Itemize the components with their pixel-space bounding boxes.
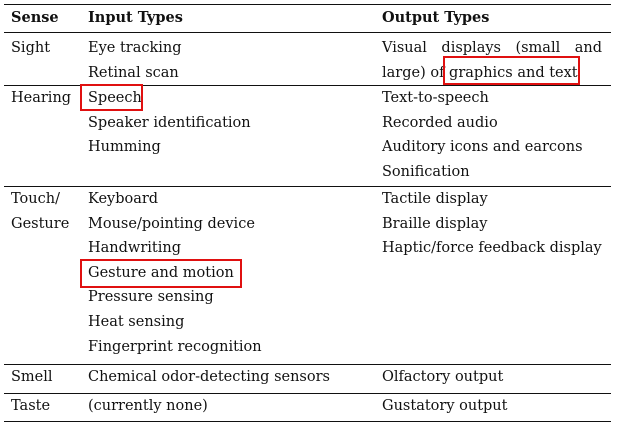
- output-item: Text-to-speech: [382, 90, 489, 106]
- input-item: Gesture and motion: [88, 264, 234, 281]
- input-item: Humming: [88, 139, 161, 156]
- header-input: Input Types: [88, 9, 183, 26]
- row-rule-2: [4, 186, 611, 187]
- input-item: Eye tracking: [88, 40, 182, 56]
- sense-label: Smell: [11, 369, 53, 385]
- row-rule-1: [4, 85, 611, 86]
- output-item: Tactile display: [382, 191, 488, 207]
- sense-label: Sight: [11, 40, 51, 56]
- sense-label: Touch/: [11, 191, 60, 207]
- top-rule: [4, 4, 611, 6]
- input-item: (currently none): [88, 398, 208, 414]
- input-item: Chemical odor-detecting sensors: [88, 369, 330, 385]
- output-item: Visual displays (small and: [382, 40, 602, 56]
- input-item: Mouse/pointing device: [88, 215, 255, 232]
- header-output: Output Types: [382, 9, 490, 26]
- output-item: Braille display: [382, 215, 488, 232]
- row-rule-4: [4, 393, 611, 394]
- header-rule: [4, 32, 611, 33]
- output-item: Sonification: [382, 163, 470, 180]
- output-item: Gustatory output: [382, 398, 508, 414]
- output-item: Haptic/force feedback display: [382, 240, 602, 257]
- output-item: Recorded audio: [382, 114, 498, 131]
- input-item: Speech: [88, 90, 142, 106]
- sense-label: Gesture: [11, 215, 70, 232]
- sense-label: Taste: [11, 398, 51, 414]
- input-item: Handwriting: [88, 240, 181, 257]
- header-sense: Sense: [11, 9, 59, 26]
- row-rule-3: [4, 364, 611, 365]
- output-item: large) of graphics and text: [382, 64, 578, 81]
- output-item: Olfactory output: [382, 369, 504, 385]
- output-item: Auditory icons and earcons: [382, 139, 583, 156]
- sense-label: Hearing: [11, 90, 72, 106]
- bottom-rule: [4, 421, 611, 423]
- input-item: Retinal scan: [88, 64, 179, 81]
- input-item: Pressure sensing: [88, 289, 214, 306]
- input-item: Fingerprint recognition: [88, 338, 262, 355]
- input-item: Heat sensing: [88, 313, 185, 330]
- input-item: Keyboard: [88, 191, 159, 207]
- input-item: Speaker identification: [88, 114, 251, 131]
